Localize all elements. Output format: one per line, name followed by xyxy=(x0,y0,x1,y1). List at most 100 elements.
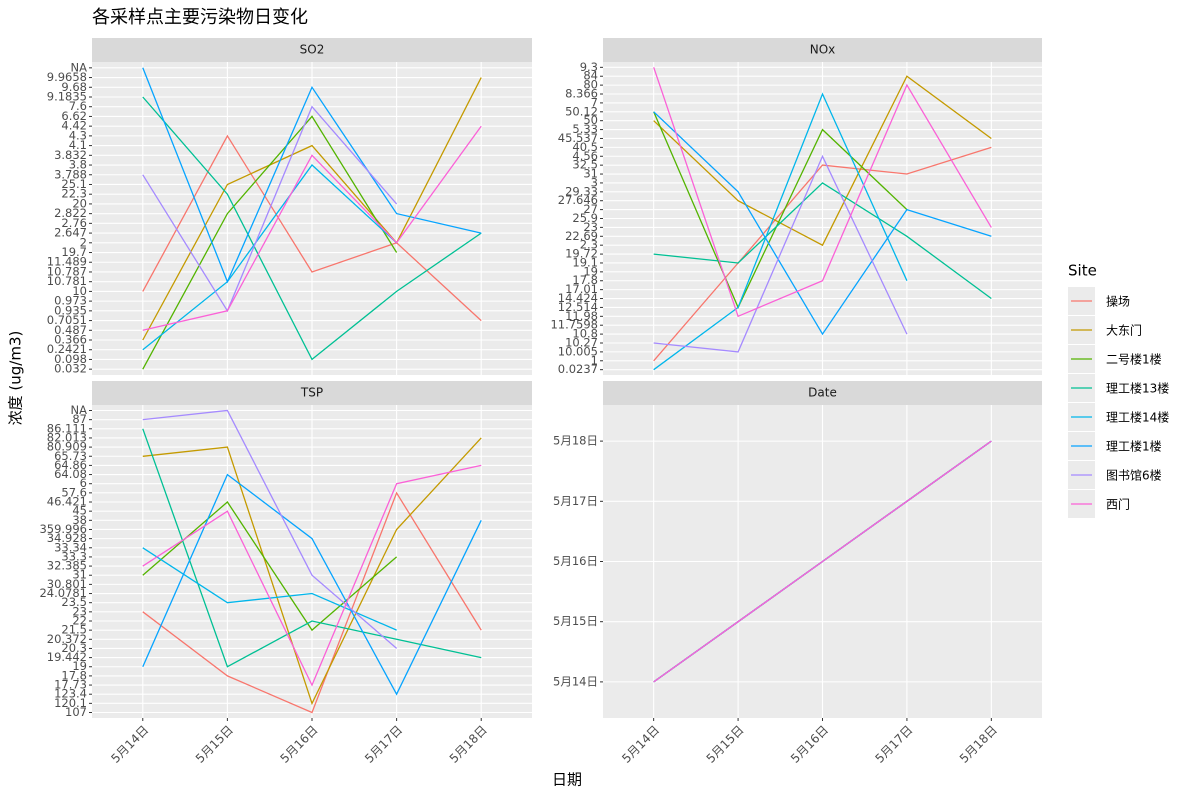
y-tick-label: 23 xyxy=(583,220,598,234)
legend-label: 二号楼1楼 xyxy=(1106,352,1162,367)
y-tick-label: 45.537 xyxy=(558,131,598,145)
y-tick-label: 5月14日 xyxy=(553,674,598,688)
y-tick-label: 7 xyxy=(591,95,598,109)
y-tick-label: 22 xyxy=(72,613,87,627)
y-tick-label: 25.1 xyxy=(61,177,87,191)
y-tick-label: 45 xyxy=(72,504,87,518)
y-tick-label: 64.08 xyxy=(54,467,87,481)
strip xyxy=(92,38,532,62)
strip-label: SO2 xyxy=(300,43,325,57)
y-tick-label: 11.98 xyxy=(565,309,598,323)
x-axis-label: 日期 xyxy=(552,771,582,789)
y-tick-label: 34.928 xyxy=(47,531,87,545)
y-tick-label: 19.442 xyxy=(47,650,87,664)
y-tick-label: 0.2421 xyxy=(47,342,87,356)
y-tick-label: 30.801 xyxy=(47,577,87,591)
y-tick-label: 0.366 xyxy=(54,333,87,347)
y-tick-label: 2.647 xyxy=(54,226,87,240)
y-tick-label: 40.5 xyxy=(572,140,598,154)
y-tick-label: 1 xyxy=(591,353,598,367)
y-tick-label: 2.3 xyxy=(580,238,598,252)
y-tick-label: 11.489 xyxy=(47,255,87,269)
strip xyxy=(603,38,1042,62)
series-line xyxy=(653,440,992,683)
y-tick-label: 19.7 xyxy=(61,245,87,259)
y-tick-label: 50 xyxy=(583,113,598,127)
strip-label: NOx xyxy=(810,43,836,57)
y-tick-label: 3.8 xyxy=(69,158,87,172)
legend-label: 理工楼1楼 xyxy=(1106,439,1162,454)
y-tick-label: 10.8 xyxy=(572,327,598,341)
y-tick-label: NA xyxy=(71,60,88,74)
y-tick-label: 20.372 xyxy=(47,632,87,646)
y-tick-label: 0.973 xyxy=(54,294,87,308)
y-tick-label: NA xyxy=(71,403,88,417)
y-tick-label: 17.8 xyxy=(61,668,87,682)
y-tick-label: 4.3 xyxy=(69,128,87,142)
y-tick-label: 3.832 xyxy=(54,148,87,162)
series-line xyxy=(142,125,482,331)
y-tick-label: 2 xyxy=(80,235,87,249)
y-tick-label: 19 xyxy=(583,264,598,278)
x-tick-label: 5月17日 xyxy=(362,723,405,766)
y-tick-label: 0.032 xyxy=(54,362,87,376)
series-line xyxy=(142,409,398,649)
series-line xyxy=(142,96,482,361)
y-tick-label: 9.68 xyxy=(61,80,87,94)
legend-label: 理工楼14楼 xyxy=(1106,410,1169,425)
y-tick-label: 25.9 xyxy=(572,211,598,225)
series-line xyxy=(653,67,992,318)
y-tick-label: 4.1 xyxy=(69,138,87,152)
y-tick-label: 9.9658 xyxy=(47,70,87,84)
y-tick-label: 32.5 xyxy=(572,158,598,172)
x-tick-label: 5月15日 xyxy=(193,723,236,766)
y-tick-label: 31 xyxy=(583,167,598,181)
y-tick-label: 22.3 xyxy=(61,187,87,201)
x-tick-label: 5月14日 xyxy=(619,723,662,766)
series-line xyxy=(142,77,482,341)
series-line xyxy=(142,115,398,370)
y-tick-label: 33.3 xyxy=(61,549,87,563)
x-tick-label: 5月14日 xyxy=(108,723,151,766)
series-line xyxy=(653,146,992,362)
legend-label: 西门 xyxy=(1106,497,1130,512)
y-tick-label: 19.72 xyxy=(565,247,598,261)
legend-label: 理工楼13楼 xyxy=(1106,381,1169,396)
x-tick-label: 5月18日 xyxy=(447,723,490,766)
y-tick-label: 24.0781 xyxy=(39,586,87,600)
y-tick-label: 80 xyxy=(583,78,598,92)
y-tick-label: 27.646 xyxy=(558,193,598,207)
y-tick-label: 17.8 xyxy=(572,273,598,287)
strip-label: TSP xyxy=(300,386,323,400)
y-tick-label: 10.005 xyxy=(558,344,598,358)
y-tick-label: 50.12 xyxy=(565,104,598,118)
y-tick-label: 80.909 xyxy=(47,440,87,454)
series-line xyxy=(142,437,482,706)
y-tick-label: 4.56 xyxy=(572,149,598,163)
y-tick-label: 4.42 xyxy=(61,119,87,133)
y-tick-label: 6.62 xyxy=(61,109,87,123)
series-line xyxy=(142,473,482,696)
y-tick-label: 5月17日 xyxy=(553,494,598,508)
series-line xyxy=(142,428,482,668)
y-tick-label: 32.385 xyxy=(47,559,87,573)
x-tick-label: 5月16日 xyxy=(788,723,831,766)
y-tick-label: 46.421 xyxy=(47,495,87,509)
series-line xyxy=(653,111,908,309)
y-tick-label: 27 xyxy=(583,202,598,216)
y-tick-label: 5月18日 xyxy=(553,434,598,448)
y-tick-label: 19.1 xyxy=(572,255,598,269)
y-tick-label: 23 xyxy=(72,604,87,618)
y-axis-label: 浓度 (ug/m3) xyxy=(7,331,25,426)
legend-label: 操场 xyxy=(1106,294,1130,309)
y-tick-label: 31 xyxy=(72,568,87,582)
y-tick-label: 9.3 xyxy=(580,60,598,74)
series-line xyxy=(653,111,992,336)
y-tick-label: 64.86 xyxy=(54,458,87,472)
y-tick-label: 12.514 xyxy=(558,300,598,314)
y-tick-label: 17.01 xyxy=(565,282,598,296)
y-tick-label: 14.424 xyxy=(558,291,598,305)
y-tick-label: 22.69 xyxy=(565,229,598,243)
y-tick-label: 0.0237 xyxy=(558,362,598,376)
y-tick-label: 0.7051 xyxy=(47,313,87,327)
